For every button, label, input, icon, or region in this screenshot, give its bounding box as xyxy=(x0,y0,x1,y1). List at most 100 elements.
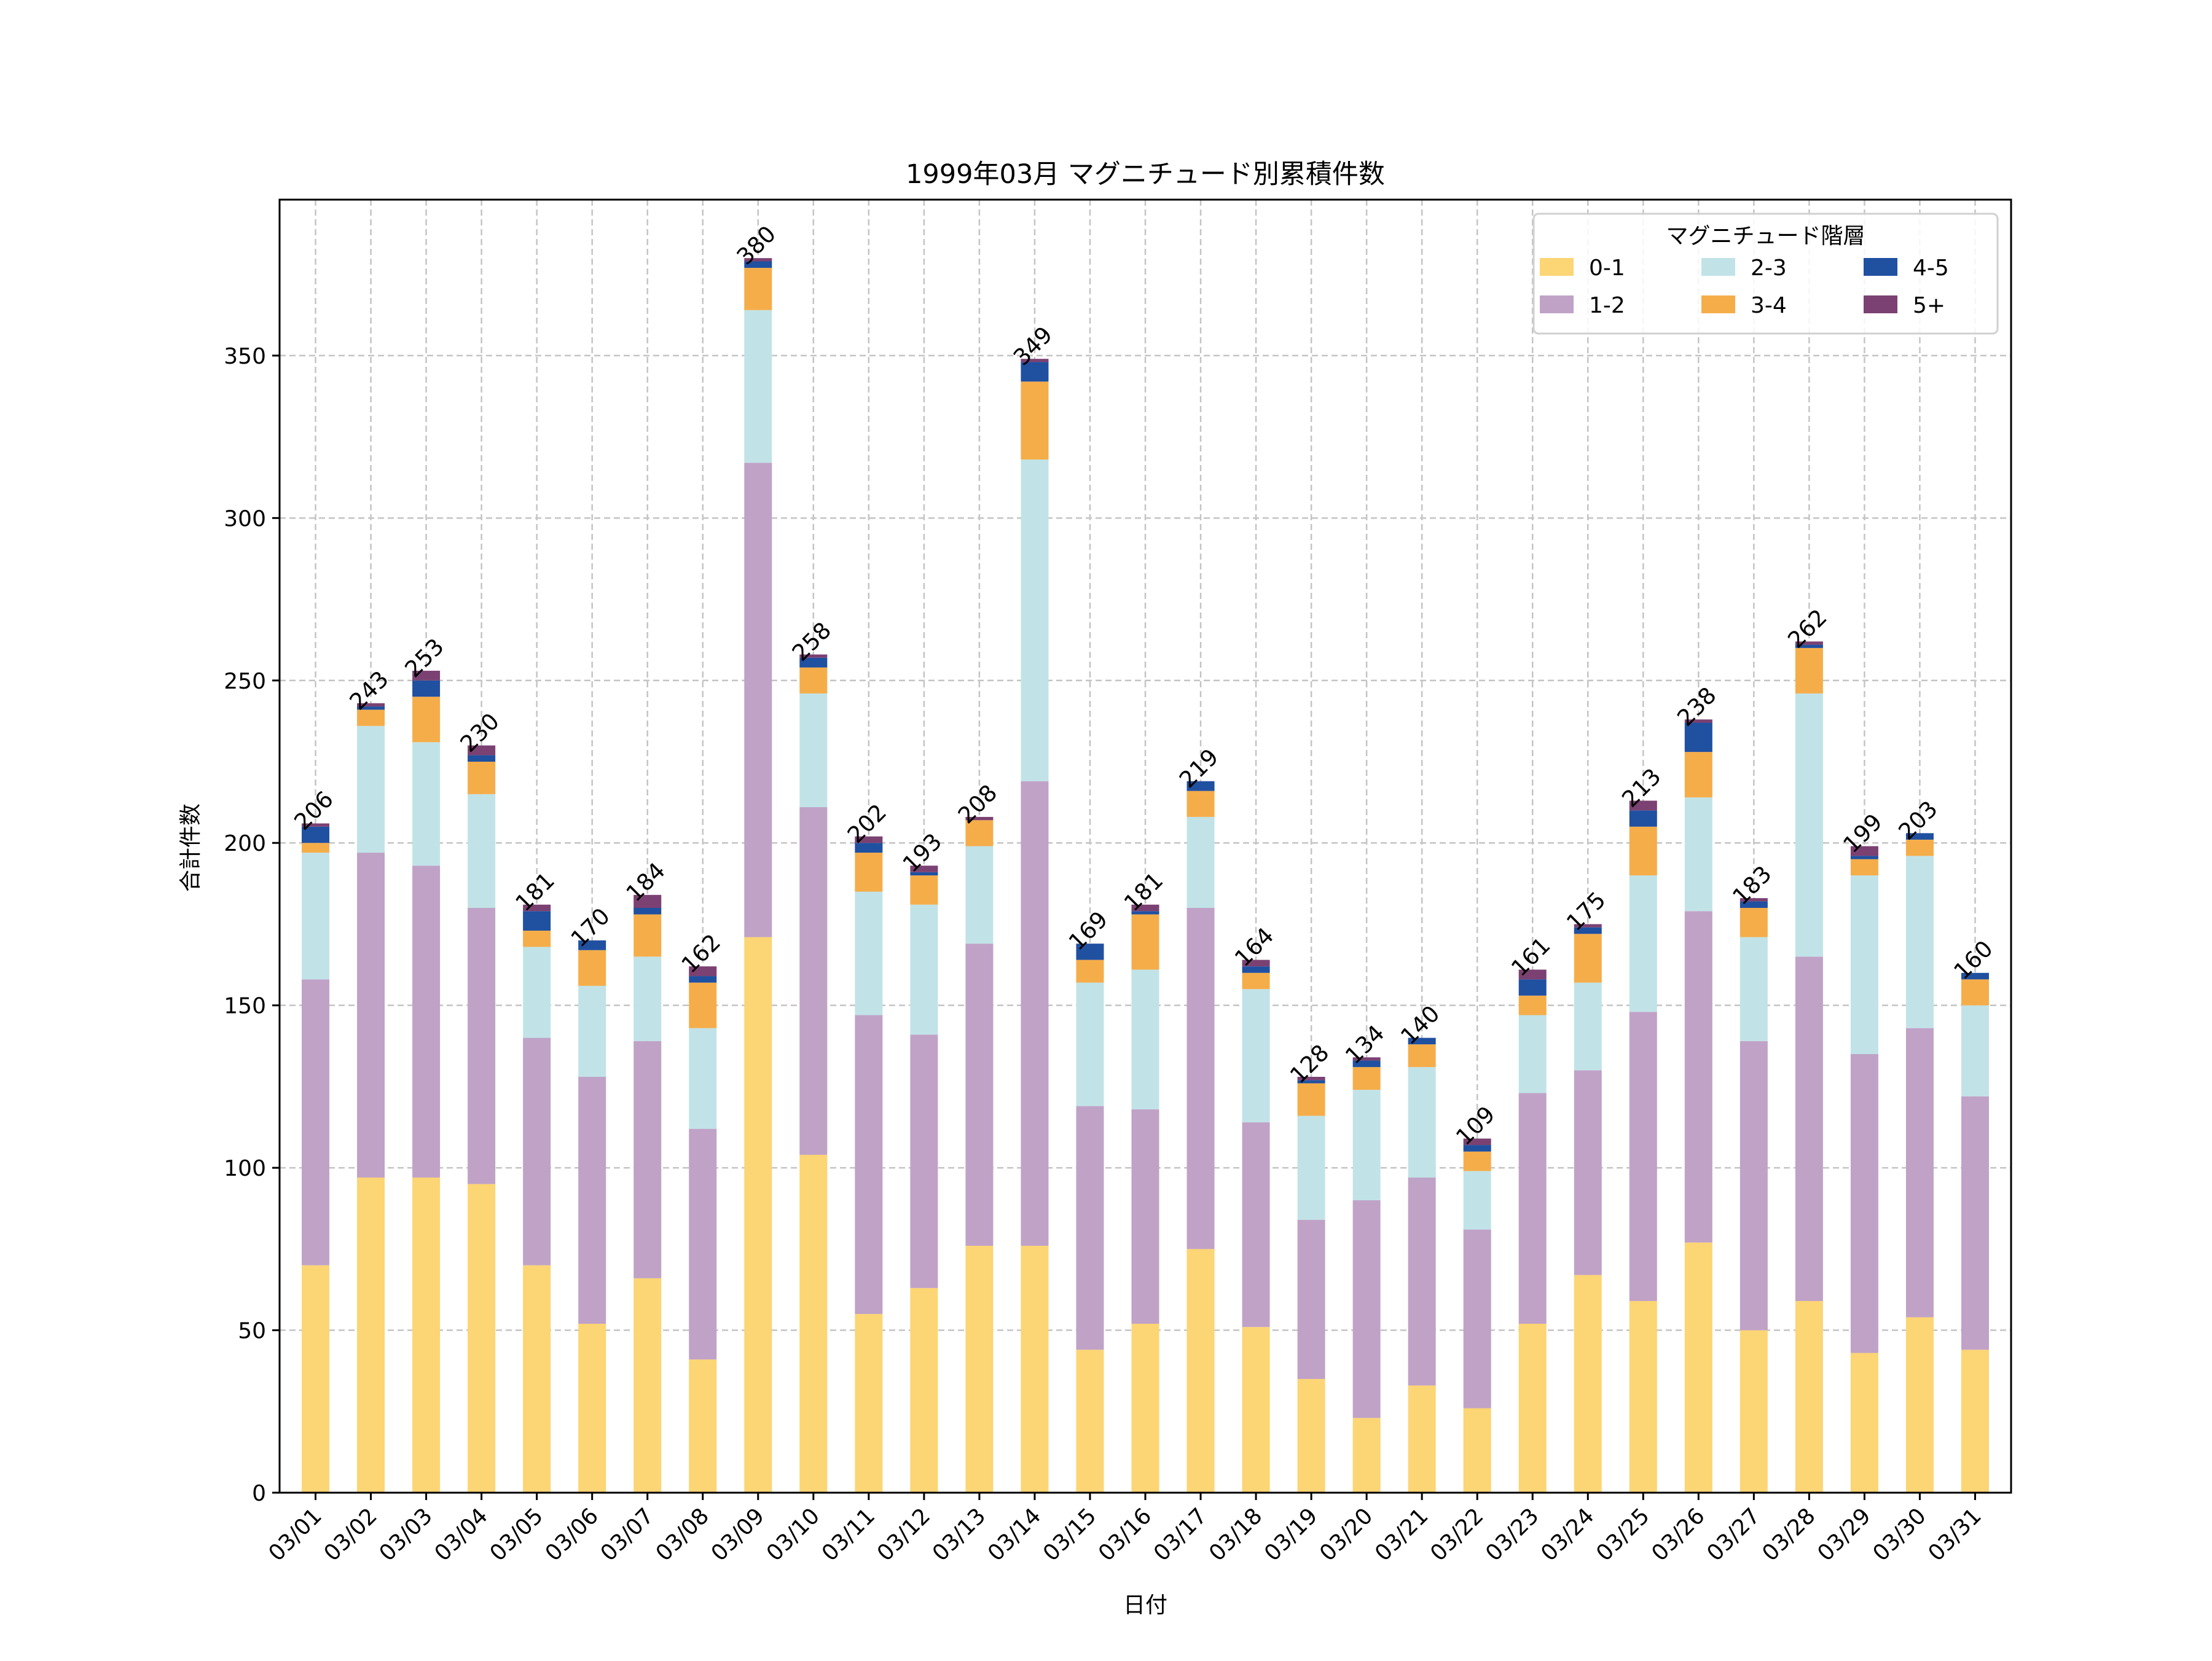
bar-segment-5+ xyxy=(1739,898,1768,902)
total-label: 238 xyxy=(1672,682,1721,731)
bar-segment-0-1 xyxy=(1684,1242,1712,1493)
bar-segment-5+ xyxy=(744,258,772,262)
total-label: 181 xyxy=(511,867,560,916)
total-label: 128 xyxy=(1285,1039,1334,1088)
x-tick-label: 03/19 xyxy=(1260,1503,1322,1566)
bar-segment-5+ xyxy=(1131,904,1159,912)
total-label: 258 xyxy=(787,617,836,666)
x-tick-label: 03/11 xyxy=(817,1503,880,1566)
y-tick-label: 250 xyxy=(224,669,266,694)
bar-segment-1-2 xyxy=(855,1015,883,1315)
bar-segment-0-1 xyxy=(1739,1330,1768,1493)
legend-label: 0-1 xyxy=(1589,256,1625,281)
y-tick-label: 350 xyxy=(224,344,266,369)
legend-label: 3-4 xyxy=(1751,293,1787,318)
x-tick-label: 03/04 xyxy=(430,1503,493,1566)
total-label: 213 xyxy=(1617,763,1666,812)
bar-segment-4-5 xyxy=(1795,644,1823,648)
x-tick-label: 03/15 xyxy=(1038,1503,1101,1566)
bar-segment-1-2 xyxy=(1629,1012,1657,1301)
bar-segment-2-3 xyxy=(412,742,441,866)
bar-segment-0-1 xyxy=(855,1314,883,1493)
bar-segment-4-5 xyxy=(1961,972,1989,980)
total-label: 134 xyxy=(1340,1020,1389,1069)
x-tick-label: 03/09 xyxy=(707,1503,769,1566)
bar-segment-1-2 xyxy=(1518,1093,1547,1324)
legend-title: マグニチュード階層 xyxy=(1666,224,1865,249)
bar-segment-1-2 xyxy=(1463,1229,1491,1409)
bar-segment-4-5 xyxy=(523,911,551,931)
bar-segment-5+ xyxy=(1795,641,1823,645)
bar-segment-0-1 xyxy=(578,1323,606,1493)
bar-segment-3-4 xyxy=(1518,995,1547,1015)
bar-segment-3-4 xyxy=(1574,934,1602,983)
x-tick-label: 03/05 xyxy=(485,1503,548,1566)
x-tick-label: 03/10 xyxy=(762,1503,825,1566)
legend-swatch-2-3 xyxy=(1701,258,1735,276)
bar-segment-0-1 xyxy=(910,1288,938,1493)
bar-segment-4-5 xyxy=(1463,1145,1491,1152)
bar-segment-2-3 xyxy=(1297,1116,1325,1220)
bar-segment-0-1 xyxy=(1961,1350,1989,1493)
bar-segment-0-1 xyxy=(689,1359,717,1493)
x-tick-label: 03/01 xyxy=(264,1503,327,1566)
bar-segment-2-3 xyxy=(744,310,772,463)
bar-segment-1-2 xyxy=(744,463,772,937)
bar-segment-3-4 xyxy=(965,820,994,846)
total-label: 161 xyxy=(1506,932,1555,981)
bar-segment-4-5 xyxy=(1905,833,1934,840)
x-tick-label: 03/23 xyxy=(1481,1503,1543,1566)
bar-segment-5+ xyxy=(633,894,662,908)
x-tick-label: 03/03 xyxy=(375,1503,437,1566)
bar-segment-1-2 xyxy=(1739,1041,1768,1331)
legend-swatch-1-2 xyxy=(1540,295,1574,313)
bar-segment-0-1 xyxy=(1021,1246,1049,1493)
bar-segment-2-3 xyxy=(1463,1171,1491,1230)
total-label: 193 xyxy=(898,828,947,877)
x-tick-label: 03/29 xyxy=(1813,1503,1875,1566)
bar-segment-5+ xyxy=(1297,1077,1325,1081)
bar-segment-1-2 xyxy=(1186,907,1215,1249)
bar-segment-5+ xyxy=(1574,924,1602,928)
bar-segment-5+ xyxy=(799,654,828,658)
bar-segment-3-4 xyxy=(523,931,551,947)
legend-label: 5+ xyxy=(1913,293,1945,318)
bar-segment-3-4 xyxy=(357,709,385,726)
total-label: 219 xyxy=(1174,744,1223,793)
bar-segment-3-4 xyxy=(910,875,938,905)
y-tick-label: 200 xyxy=(224,831,266,856)
bar-segment-1-2 xyxy=(1352,1200,1381,1418)
bar-segment-0-1 xyxy=(412,1177,441,1493)
bar-segment-2-3 xyxy=(1574,982,1602,1071)
bar-segment-0-1 xyxy=(1131,1323,1159,1493)
x-tick-label: 03/06 xyxy=(541,1503,603,1566)
bar-segment-3-4 xyxy=(1795,647,1823,694)
x-tick-label: 03/20 xyxy=(1315,1503,1378,1566)
bar-segment-0-1 xyxy=(1297,1378,1325,1493)
bar-segment-3-4 xyxy=(1297,1083,1325,1116)
bar-segment-4-5 xyxy=(855,843,883,853)
bar-segment-3-4 xyxy=(1684,752,1712,798)
legend-label: 1-2 xyxy=(1589,293,1625,318)
bar-segment-3-4 xyxy=(468,761,496,794)
total-label: 175 xyxy=(1561,886,1610,936)
total-label: 183 xyxy=(1727,861,1776,910)
bar-segment-1-2 xyxy=(1076,1106,1104,1350)
bar-segment-2-3 xyxy=(1242,989,1270,1123)
total-label: 169 xyxy=(1064,906,1113,955)
bar-segment-4-5 xyxy=(1739,901,1768,908)
bar-segment-2-3 xyxy=(689,1028,717,1129)
legend: マグニチュード階層 0-1 1-2 2-3 3-4 4-5 5+ xyxy=(1532,213,1999,335)
bar-segment-0-1 xyxy=(1186,1249,1215,1493)
bar-segment-0-1 xyxy=(633,1278,662,1493)
bar-segment-1-2 xyxy=(965,944,994,1246)
x-tick-label: 03/22 xyxy=(1426,1503,1488,1566)
bar-segment-2-3 xyxy=(468,794,496,908)
x-tick-label: 03/17 xyxy=(1149,1503,1212,1566)
bar-segment-0-1 xyxy=(1629,1300,1657,1493)
bar-segment-3-4 xyxy=(1850,859,1878,876)
bar-segment-3-4 xyxy=(689,982,717,1028)
bar-segment-2-3 xyxy=(910,904,938,1035)
x-tick-label: 03/16 xyxy=(1094,1503,1156,1566)
